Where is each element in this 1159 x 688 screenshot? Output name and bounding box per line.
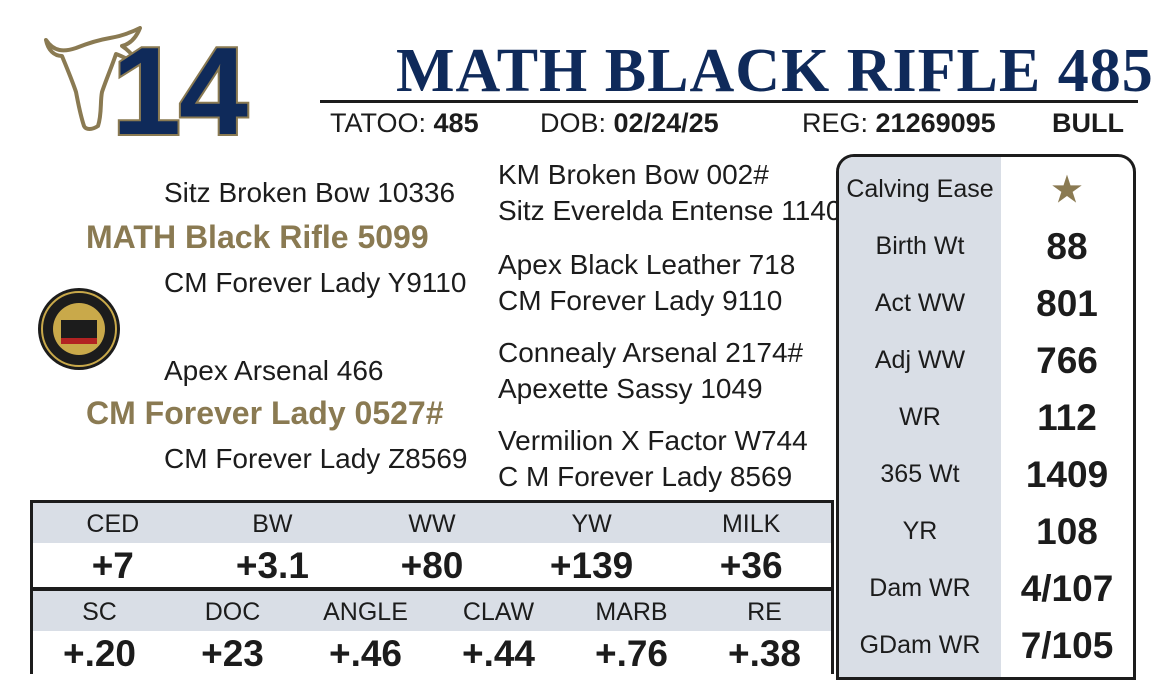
perf-row-dam-wr: Dam WR 4/107 (839, 560, 1133, 617)
perf-value: 88 (1046, 225, 1088, 267)
epd-header-row-2: SC DOC ANGLE CLAW MARB RE (33, 591, 831, 631)
epd-label: MILK (721, 510, 781, 538)
sire-sire: Sitz Broken Bow 10336 (164, 177, 456, 208)
dam-dam: CM Forever Lady Z8569 (164, 443, 468, 474)
sex-value: BULL (1052, 108, 1124, 138)
sex-field: BULL (1052, 106, 1124, 140)
perf-label: Dam WR (869, 574, 971, 602)
sire-dam: CM Forever Lady Y9110 (164, 267, 467, 298)
epd-value: +7 (91, 545, 134, 586)
epd-label: YW (571, 510, 612, 538)
dd-dam: C M Forever Lady 8569 (498, 461, 793, 492)
perf-row-365-wt: 365 Wt 1409 (839, 446, 1133, 503)
perf-label: Calving Ease (846, 175, 994, 203)
epd-table: CED BW WW YW MILK +7 +3.1 +80 +139 +36 S… (30, 500, 834, 675)
perf-label: Act WW (874, 289, 966, 317)
perf-value: 4/107 (1020, 567, 1114, 609)
reg-field: REG: 21269095 (802, 106, 996, 140)
dam: CM Forever Lady 0527# (86, 395, 444, 431)
sd-dam: CM Forever Lady 9110 (498, 285, 783, 316)
bull-head-icon (44, 26, 142, 131)
epd-value: +36 (719, 545, 783, 586)
perf-value: 801 (1036, 282, 1098, 324)
sd-sire: Apex Black Leather 718 (498, 249, 796, 280)
perf-value: 7/105 (1020, 624, 1114, 666)
epd-value: +139 (549, 545, 634, 586)
epd-label: ANGLE (323, 598, 408, 626)
perf-value: 766 (1036, 339, 1098, 381)
epd-value: +23 (201, 633, 264, 674)
reg-label: REG: (802, 108, 869, 138)
animal-name: MATH BLACK RIFLE 485 (396, 37, 1154, 105)
perf-row-birth-wt: Birth Wt 88 (839, 218, 1133, 275)
dam-sire: Apex Arsenal 466 (164, 355, 384, 386)
perf-row-calving-ease: Calving Ease ★ (839, 161, 1133, 218)
epd-divider (33, 587, 831, 591)
dob-label: DOB: (540, 108, 607, 138)
epd-value: +.38 (727, 633, 802, 674)
tattoo-field: TATOO: 485 (330, 106, 479, 140)
dob-field: DOB: 02/24/25 (540, 106, 719, 140)
perf-label: GDam WR (859, 631, 981, 659)
perf-label: YR (902, 517, 938, 545)
epd-value: +80 (400, 545, 464, 586)
epd-label: WW (408, 510, 456, 538)
perf-row-wr: WR 112 (839, 389, 1133, 446)
epd-value: +.20 (62, 633, 137, 674)
epd-label: CED (86, 510, 140, 538)
tattoo-value: 485 (433, 108, 479, 138)
epd-label: SC (82, 598, 117, 626)
performance-panel: Calving Ease ★ Birth Wt 88 Act WW 801 Ad… (836, 154, 1136, 680)
epd-value-row-1: +7 +3.1 +80 +139 +36 (33, 543, 831, 587)
ss-dam: Sitz Everelda Entense 1140 (498, 195, 842, 226)
perf-label: 365 Wt (880, 460, 960, 488)
header-rule (320, 100, 1138, 103)
epd-value: +.44 (461, 633, 536, 674)
perf-row-yr: YR 108 (839, 503, 1133, 560)
perf-label: Adj WW (874, 346, 966, 374)
perf-row-gdam-wr: GDam WR 7/105 (839, 617, 1133, 674)
epd-value-row-2: +.20 +23 +.46 +.44 +.76 +.38 (33, 631, 831, 675)
perf-row-act-ww: Act WW 801 (839, 275, 1133, 332)
certified-angus-beef-logo (38, 288, 120, 370)
ds-sire: Connealy Arsenal 2174# (498, 337, 804, 368)
star-icon: ★ (1051, 170, 1083, 209)
ds-dam: Apexette Sassy 1049 (498, 373, 763, 404)
epd-header-row-1: CED BW WW YW MILK (33, 503, 831, 543)
dd-sire: Vermilion X Factor W744 (498, 425, 808, 456)
epd-value: +.76 (594, 633, 669, 674)
perf-value: 108 (1036, 510, 1098, 552)
reg-value: 21269095 (875, 108, 996, 138)
performance-label-column (839, 157, 1001, 677)
epd-label: BW (252, 510, 293, 538)
dob-value: 02/24/25 (613, 108, 719, 138)
perf-label: Birth Wt (875, 232, 965, 260)
perf-value: 1409 (1025, 453, 1109, 495)
perf-row-adj-ww: Adj WW 766 (839, 332, 1133, 389)
perf-label: WR (899, 403, 941, 431)
ss-sire: KM Broken Bow 002# (498, 159, 769, 190)
perf-value: 112 (1037, 396, 1097, 438)
sire: MATH Black Rifle 5099 (86, 219, 429, 255)
epd-label: RE (747, 598, 782, 626)
epd-value: +3.1 (235, 545, 309, 586)
epd-value: +.46 (328, 633, 403, 674)
lot-number: 14 (110, 23, 250, 161)
epd-label: MARB (595, 598, 668, 626)
tattoo-label: TATOO: (330, 108, 427, 138)
epd-label: DOC (204, 598, 261, 626)
epd-label: CLAW (462, 598, 535, 626)
